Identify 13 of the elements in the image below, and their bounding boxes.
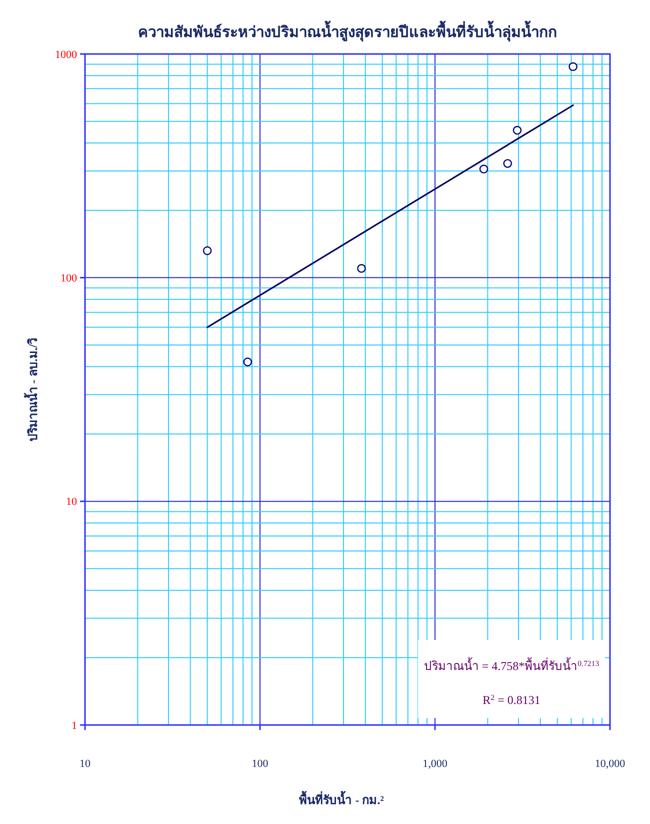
y-axis-title: ปริมาณน้ำ - ลบ.ม./วิ (23, 337, 40, 442)
annotation: R$^{2}$ = 0.8131 (482, 692, 540, 707)
y-tick-label: 100 (60, 272, 78, 285)
x-tick-label: 1,000 (422, 758, 448, 770)
x-tick-label: 10 (80, 758, 91, 770)
chart-title: ความสัมพันธ์ระหว่างปริมาณน้ำสูงสุดรายปีและพื้นที่รับน้ำลุ่มน้ำกก (138, 20, 557, 42)
x-tick-label: 100 (252, 758, 269, 770)
annotation: ปริมาณน้ำ = 4.758*พื้นที่รับน้ำ$^{0.7213}$ (424, 657, 600, 673)
y-tick-label: 1 (72, 720, 77, 732)
y-tick-label: 10 (66, 496, 78, 508)
x-tick-label: 10,000 (594, 758, 626, 770)
x-axis-title: พื้นที่รับน้ำ - กม.² (299, 790, 384, 807)
y-tick-label: 1000 (55, 48, 78, 61)
